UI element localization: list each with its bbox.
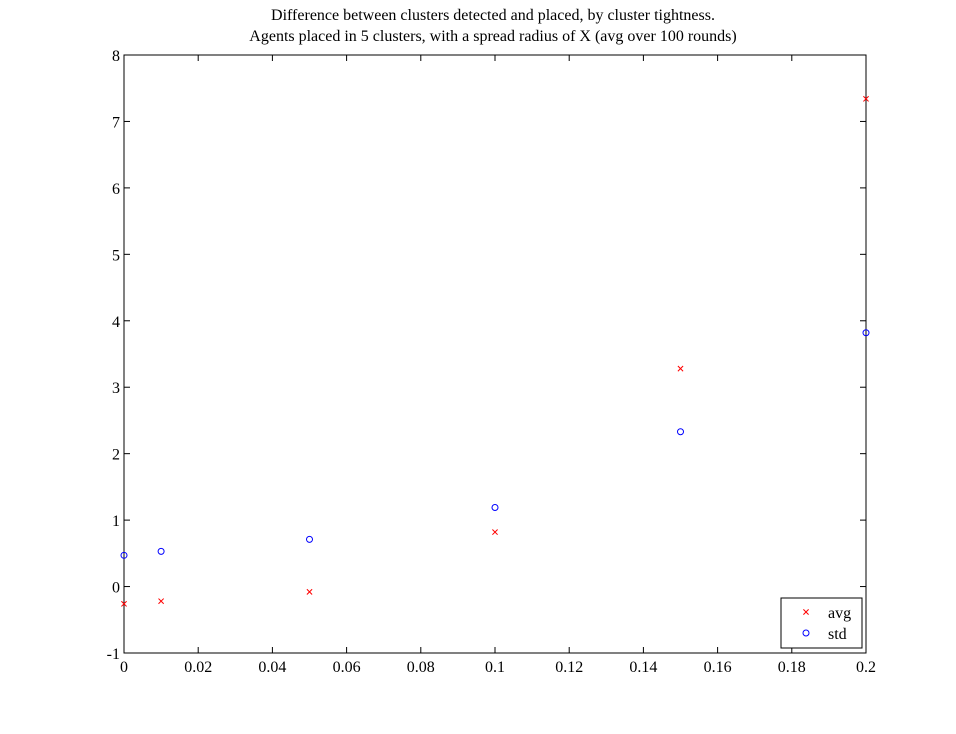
x-tick-label: 0.18 xyxy=(778,659,806,676)
y-axis-ticks: -1 0 1 2 3 4 5 6 7 8 xyxy=(107,48,866,663)
x-marker-stroke xyxy=(158,598,165,605)
std-point xyxy=(306,535,313,543)
legend-label-avg: avg xyxy=(828,605,851,622)
y-tick-label: 5 xyxy=(112,247,120,264)
x-axis-ticks: 0 0.02 0.04 0.06 0.08 0.1 0.12 0.14 0.16 0.18 0.2 xyxy=(120,55,876,676)
std-point xyxy=(491,503,499,511)
y-tick-label: 7 xyxy=(112,114,120,131)
x-tick-label: 0.12 xyxy=(555,659,583,676)
std-point xyxy=(677,428,684,436)
y-tick-label: 1 xyxy=(112,513,120,530)
chart-title-line-1: Difference between clusters detected and… xyxy=(271,7,715,24)
legend: avg std xyxy=(780,597,863,649)
avg-point xyxy=(306,588,313,595)
x-marker-stroke xyxy=(492,529,498,536)
legend-marker-avg xyxy=(803,609,809,615)
x-tick-label: 0.08 xyxy=(407,659,435,676)
axes-frame xyxy=(123,54,867,654)
y-tick-label: 3 xyxy=(112,380,120,397)
x-marker-stroke xyxy=(863,95,869,102)
y-tick-label: 8 xyxy=(112,48,120,65)
x-tick-label: 0.06 xyxy=(333,659,361,676)
avg-point xyxy=(863,95,869,102)
std-point xyxy=(862,329,870,337)
avg-point xyxy=(492,529,498,536)
legend-marker-std xyxy=(802,629,810,637)
y-tick-label: 6 xyxy=(112,181,120,198)
x-marker-stroke xyxy=(121,600,127,607)
y-tick-label: 4 xyxy=(112,314,120,331)
x-tick-label: 0.04 xyxy=(258,659,286,676)
x-marker-stroke xyxy=(677,365,684,372)
legend-box xyxy=(780,597,863,649)
x-tick-label: 0.1 xyxy=(485,659,505,676)
x-tick-label: 0.16 xyxy=(704,659,732,676)
x-tick-label: 0 xyxy=(120,659,128,676)
y-tick-label: 2 xyxy=(112,447,120,464)
legend-label-std: std xyxy=(828,626,847,643)
std-point xyxy=(120,551,128,559)
x-tick-label: 0.2 xyxy=(856,659,876,676)
plot-area-border xyxy=(123,54,867,654)
y-tick-label: 0 xyxy=(112,580,120,597)
data-markers xyxy=(120,95,870,607)
avg-point xyxy=(158,598,165,605)
x-tick-label: 0.02 xyxy=(184,659,212,676)
y-tick-label: -1 xyxy=(107,646,120,663)
std-point xyxy=(157,547,165,555)
chart-title-line-2: Agents placed in 5 clusters, with a spre… xyxy=(249,28,737,45)
avg-point xyxy=(677,365,684,372)
x-marker-stroke xyxy=(306,588,313,595)
avg-point xyxy=(121,600,127,607)
x-tick-label: 0.14 xyxy=(629,659,657,676)
x-marker-stroke xyxy=(803,609,809,615)
